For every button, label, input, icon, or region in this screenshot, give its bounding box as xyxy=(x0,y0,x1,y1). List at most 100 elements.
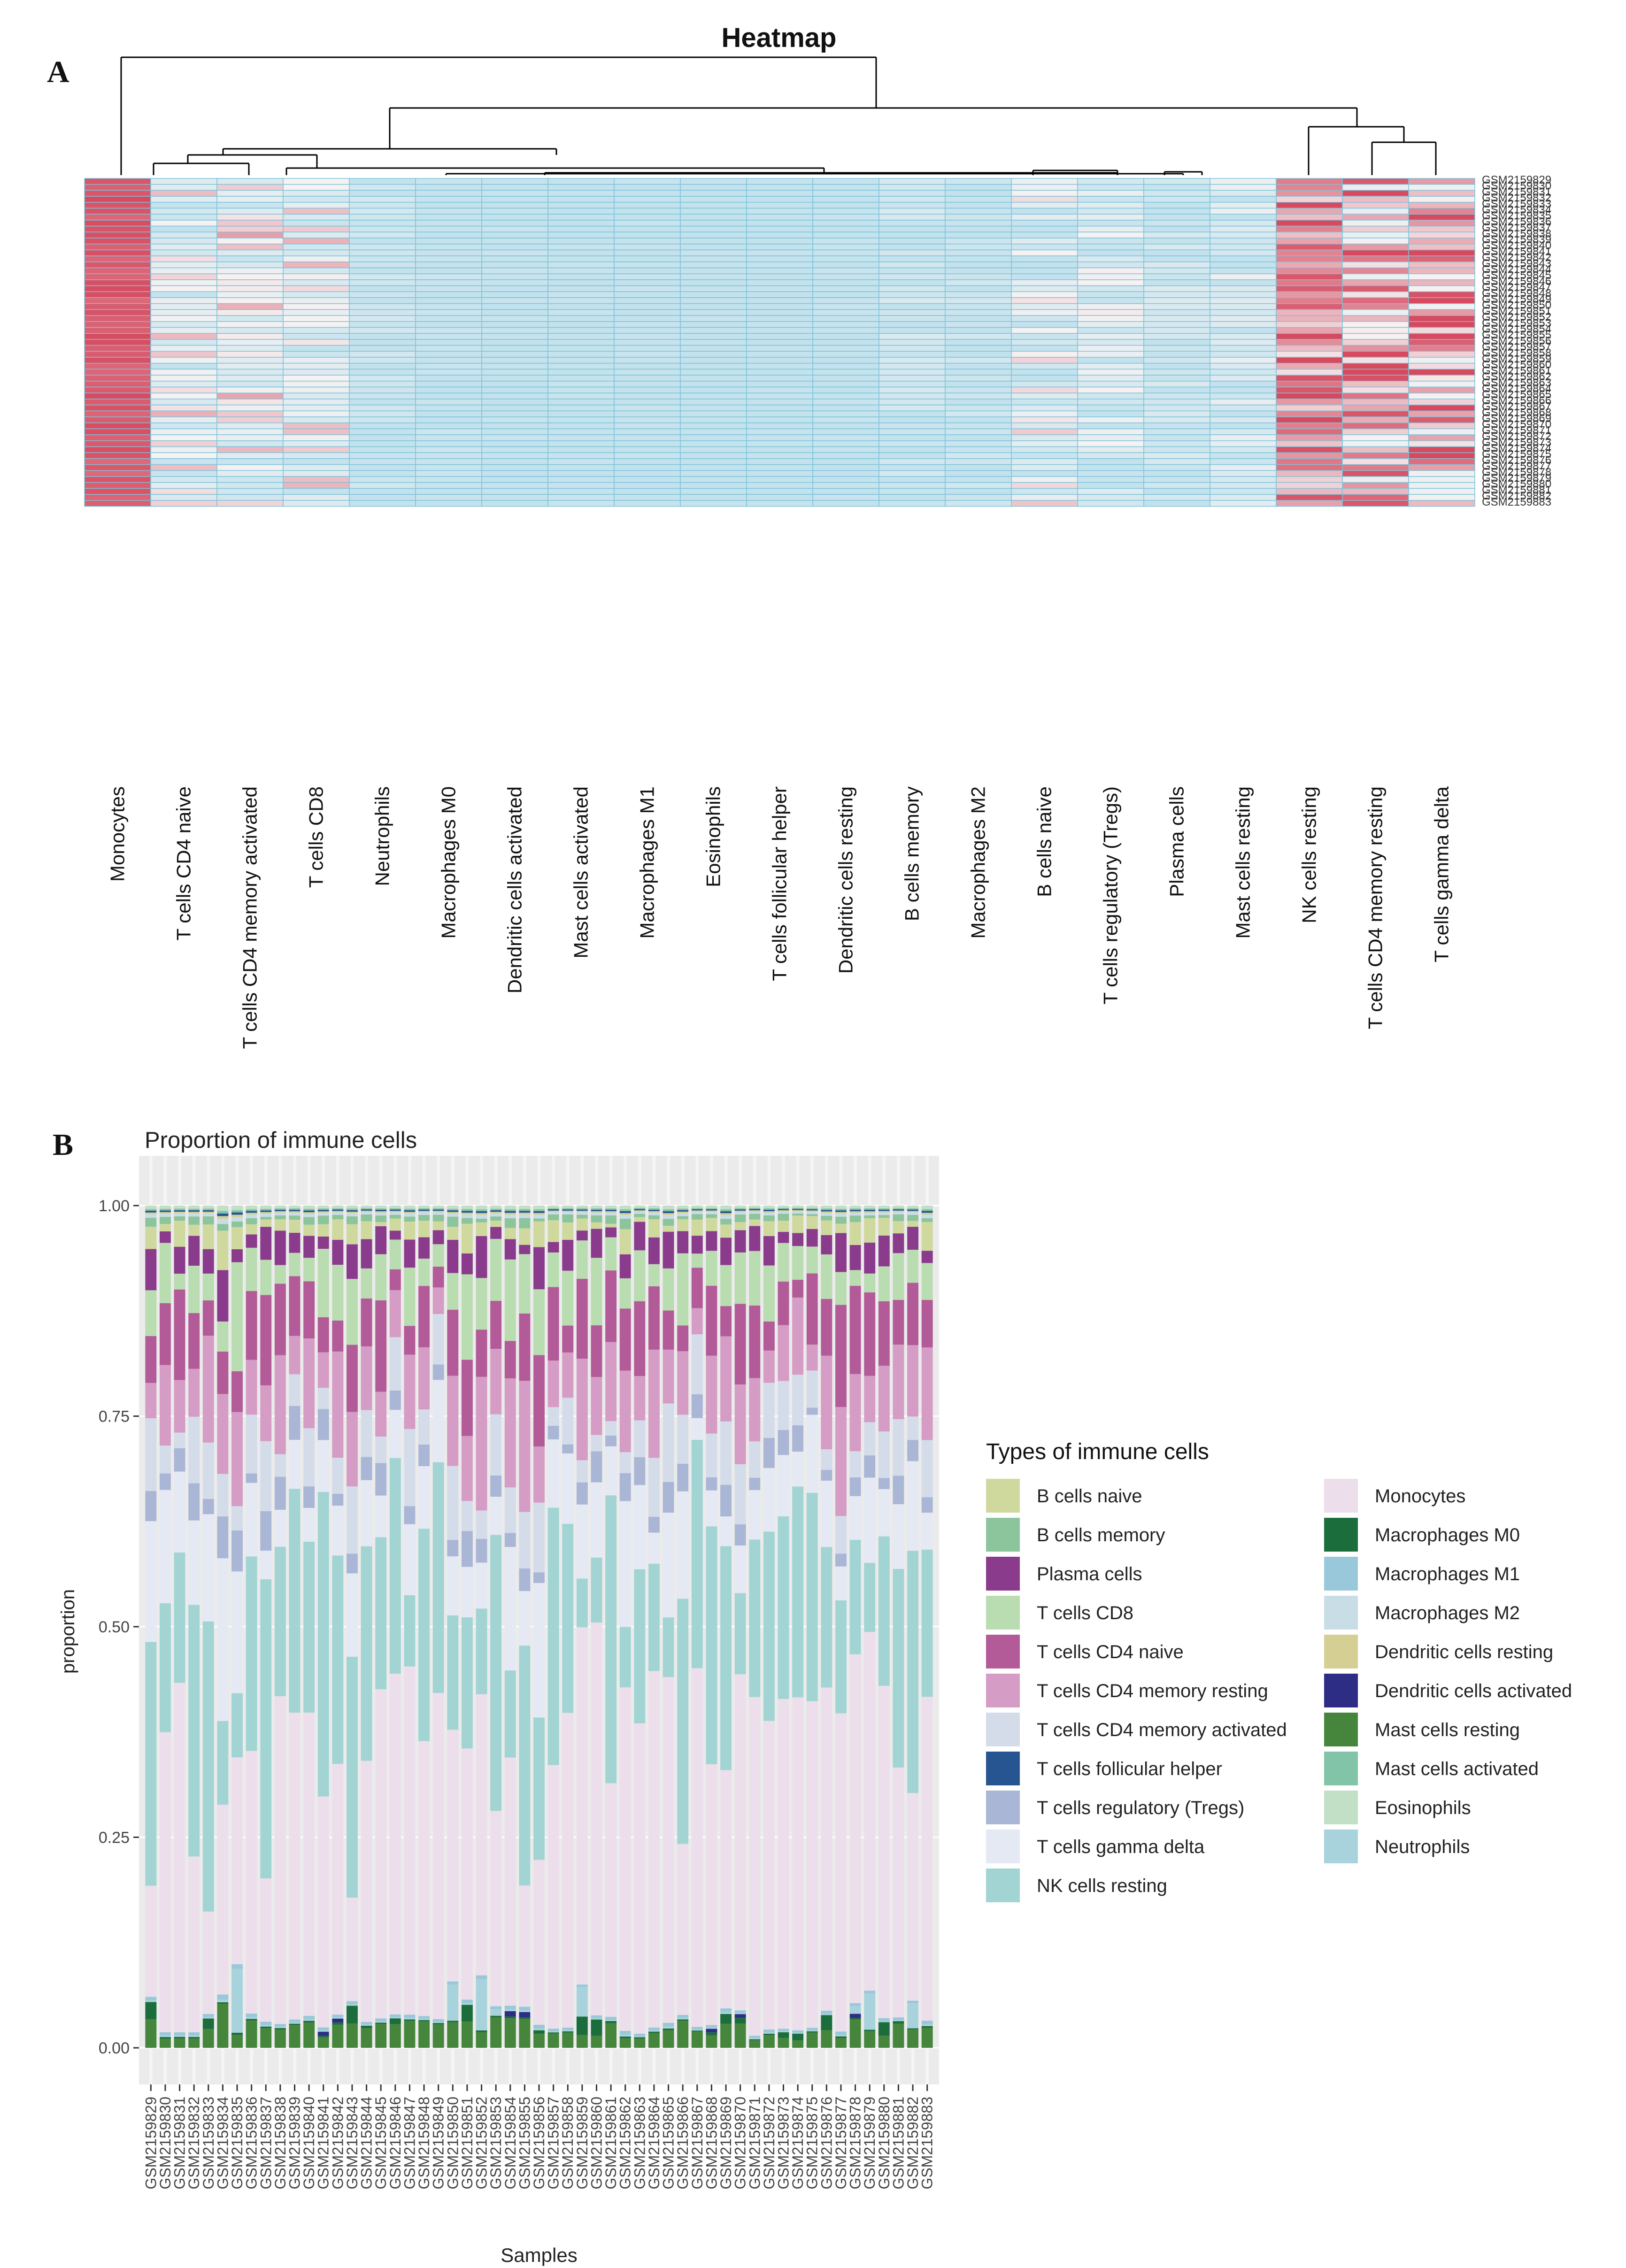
heatmap-cell xyxy=(415,261,482,269)
heatmap-cell xyxy=(1408,315,1475,322)
bar-segment xyxy=(231,1371,243,1412)
x-tick-label: GSM2159847 xyxy=(401,2097,418,2189)
bar-segment xyxy=(591,1435,602,1452)
bar-segment xyxy=(648,1516,660,1533)
heatmap-cell xyxy=(1210,225,1277,233)
bar-segment xyxy=(260,1227,272,1260)
bar-segment xyxy=(217,1351,229,1394)
bar-segment xyxy=(907,1461,919,1551)
heatmap-cell xyxy=(1210,404,1277,412)
heatmap-column-label: Neutrophils xyxy=(371,786,393,886)
legend-swatch xyxy=(1324,1830,1358,1863)
heatmap-cell xyxy=(150,321,217,328)
bar-segment xyxy=(864,1211,876,1213)
heatmap-cell xyxy=(1276,458,1343,465)
bar-segment xyxy=(231,1964,243,1969)
bar-segment xyxy=(720,1224,732,1238)
heatmap-row-label: GSM2159836 xyxy=(1482,215,1551,228)
heatmap-row-label: GSM2159872 xyxy=(1482,430,1551,443)
bar-segment xyxy=(533,1247,545,1290)
y-tick-label: 0.50 xyxy=(99,1618,130,1636)
heatmap-cell xyxy=(680,458,747,465)
heatmap-cell xyxy=(812,362,879,370)
legend-label: Neutrophils xyxy=(1375,1837,1470,1857)
heatmap-cell xyxy=(547,500,615,507)
bar-segment xyxy=(691,2029,703,2031)
bar-segment xyxy=(821,1211,832,1213)
heatmap-cell xyxy=(1210,422,1277,430)
heatmap-cell xyxy=(1342,202,1409,209)
bar-segment xyxy=(921,1300,933,1348)
heatmap-cell xyxy=(812,422,879,430)
heatmap-cell xyxy=(1011,399,1078,406)
bar-segment xyxy=(849,2018,861,2020)
heatmap-cell xyxy=(1276,178,1343,185)
bar-segment xyxy=(749,2040,761,2048)
bar-segment xyxy=(562,1206,574,1208)
bar-segment xyxy=(547,2031,559,2033)
heatmap-cell xyxy=(1408,267,1475,274)
bar-segment xyxy=(476,1510,487,1539)
bar-segment xyxy=(375,1689,387,2019)
heatmap-cell xyxy=(680,392,747,400)
bar-segment xyxy=(576,1460,588,1483)
bar-segment xyxy=(605,1342,617,1422)
bar-segment xyxy=(461,1567,473,1617)
heatmap-cell xyxy=(680,178,747,185)
heatmap-cell xyxy=(614,500,681,507)
heatmap-cell xyxy=(1342,190,1409,197)
bar-segment xyxy=(461,1253,473,1275)
legend-swatch xyxy=(986,1752,1020,1785)
bar-segment xyxy=(849,1654,861,2003)
bar-segment xyxy=(174,1206,185,1209)
bar-segment xyxy=(907,1250,919,1283)
heatmap-cell xyxy=(547,321,615,328)
heatmap-cell xyxy=(879,321,946,328)
bar-segment xyxy=(159,1206,171,1209)
heatmap-cell xyxy=(812,381,879,388)
bar-segment xyxy=(677,1210,689,1212)
heatmap-cell xyxy=(945,273,1012,280)
heatmap-cell xyxy=(945,470,1012,477)
heatmap-cell xyxy=(1276,351,1343,358)
heatmap-cell xyxy=(1077,321,1144,328)
heatmap-cell xyxy=(216,440,284,447)
bar-segment xyxy=(893,1206,904,1208)
heatmap-cell xyxy=(812,470,879,477)
heatmap-cell xyxy=(945,404,1012,412)
heatmap-cell xyxy=(1143,476,1210,483)
bar-segment xyxy=(533,1218,545,1222)
heatmap-cell xyxy=(349,214,416,221)
heatmap-cell xyxy=(1342,225,1409,233)
legend-label: Mast cells activated xyxy=(1375,1759,1539,1779)
heatmap-cell xyxy=(1210,392,1277,400)
heatmap-cell xyxy=(1143,428,1210,435)
bar-segment xyxy=(576,1212,588,1215)
heatmap-cell xyxy=(680,470,747,477)
heatmap-cell xyxy=(1143,482,1210,489)
legend-label: T cells regulatory (Tregs) xyxy=(1037,1798,1244,1818)
bar-segment xyxy=(835,1223,847,1233)
bar-segment xyxy=(734,1214,746,1222)
heatmap-cell xyxy=(1276,184,1343,191)
bar-segment xyxy=(720,1306,732,1337)
bar-segment xyxy=(562,1270,574,1326)
heatmap-cell xyxy=(481,321,548,328)
heatmap-cell xyxy=(812,416,879,423)
bar-segment xyxy=(519,1206,531,1209)
heatmap-cell xyxy=(680,375,747,382)
heatmap-cell xyxy=(680,220,747,227)
bar-segment xyxy=(274,1284,286,1355)
heatmap-cell xyxy=(1276,321,1343,328)
heatmap-cell xyxy=(812,392,879,400)
heatmap-cell xyxy=(415,208,482,215)
bar-segment xyxy=(490,1221,502,1227)
heatmap-cell xyxy=(415,464,482,471)
bar-segment xyxy=(159,1243,171,1303)
bar-segment xyxy=(317,1236,329,1249)
x-tick-label: GSM2159838 xyxy=(272,2097,289,2189)
bar-segment xyxy=(878,2022,890,2036)
bar-segment xyxy=(648,1671,660,2028)
bar-segment xyxy=(778,2032,789,2038)
heatmap-column-label: T cells CD4 memory activated xyxy=(239,786,261,1049)
